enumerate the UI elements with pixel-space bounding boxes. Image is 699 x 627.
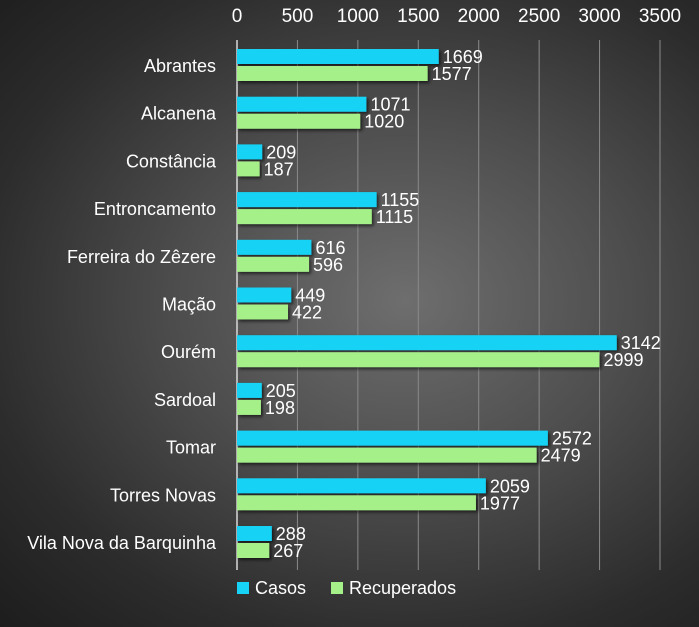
- data-label: 2572: [552, 429, 592, 449]
- bar-recuperados: [237, 495, 476, 511]
- bar-casos: [237, 49, 439, 64]
- data-label: 1155: [381, 190, 420, 210]
- category-label: Ferreira do Zêzere: [67, 247, 216, 267]
- x-tick-label: 1500: [397, 6, 439, 27]
- data-label: 2059: [490, 476, 530, 496]
- data-label: 1977: [480, 493, 520, 513]
- x-axis-ticks: 0 500 1000 1500 2000 2500 3000 3500: [232, 6, 681, 27]
- bar-recuperados: [237, 304, 289, 320]
- x-tick-label: 3500: [639, 6, 681, 27]
- legend-swatch-recuperados: [331, 582, 343, 594]
- bar-recuperados: [237, 209, 372, 225]
- bar-casos: [237, 478, 486, 494]
- legend-swatch-casos: [237, 582, 249, 594]
- x-tick-label: 0: [232, 6, 243, 27]
- bar-casos: [237, 239, 312, 255]
- x-tick-label: 500: [282, 6, 314, 27]
- x-tick-label: 2500: [518, 6, 560, 27]
- data-label: 1020: [364, 112, 404, 132]
- bar-recuperados: [237, 447, 537, 463]
- category-label: Ourém: [161, 342, 216, 362]
- bar-casos: [237, 526, 272, 541]
- bar-recuperados: [237, 352, 600, 368]
- bar-recuperados: [237, 113, 361, 129]
- data-label: 267: [273, 541, 303, 561]
- data-label: 3142: [621, 333, 661, 353]
- x-tick-label: 2000: [458, 6, 500, 27]
- data-label: 187: [264, 159, 294, 179]
- data-label: 2999: [603, 350, 643, 370]
- bar-casos: [237, 335, 617, 351]
- bar-casos: [237, 192, 377, 208]
- data-label: 2479: [541, 446, 581, 466]
- data-label: 205: [266, 381, 296, 401]
- data-label: 209: [266, 142, 296, 162]
- category-label: Alcanena: [141, 104, 217, 124]
- bar-casos: [237, 287, 292, 303]
- data-label: 449: [295, 286, 325, 306]
- data-label: 616: [315, 238, 345, 258]
- legend-label: Casos: [255, 578, 306, 598]
- bar-casos: [237, 144, 263, 160]
- data-label: 198: [265, 398, 295, 418]
- data-label: 1577: [432, 64, 472, 84]
- bar-casos: [237, 382, 262, 398]
- x-tick-label: 3000: [578, 6, 620, 27]
- data-label: 422: [292, 303, 322, 323]
- legend: Casos Recuperados: [237, 578, 456, 598]
- bar-recuperados: [237, 256, 310, 272]
- bar-recuperados: [237, 399, 261, 415]
- x-tick-label: 1000: [337, 6, 379, 27]
- category-label: Constância: [126, 151, 217, 171]
- category-label: Entroncamento: [94, 199, 216, 219]
- data-label: 288: [276, 524, 306, 544]
- bar-casos: [237, 96, 367, 112]
- category-label: Abrantes: [144, 56, 216, 76]
- data-label: 1115: [376, 207, 413, 227]
- category-label: Mação: [162, 295, 216, 315]
- bar-casos: [237, 430, 548, 446]
- category-labels: Abrantes Alcanena Constância Entroncamento F…: [27, 56, 217, 553]
- legend-label: Recuperados: [349, 578, 456, 598]
- data-label: 1669: [443, 47, 483, 67]
- data-label: 1071: [370, 95, 410, 115]
- data-label: 596: [313, 255, 343, 275]
- bar-recuperados: [237, 161, 260, 177]
- category-label: Tomar: [166, 438, 216, 458]
- category-label: Torres Novas: [110, 485, 216, 505]
- category-label: Sardoal: [154, 390, 216, 410]
- category-label: Vila Nova da Barquinha: [27, 533, 217, 553]
- bar-recuperados: [237, 66, 428, 81]
- bar-recuperados: [237, 543, 270, 558]
